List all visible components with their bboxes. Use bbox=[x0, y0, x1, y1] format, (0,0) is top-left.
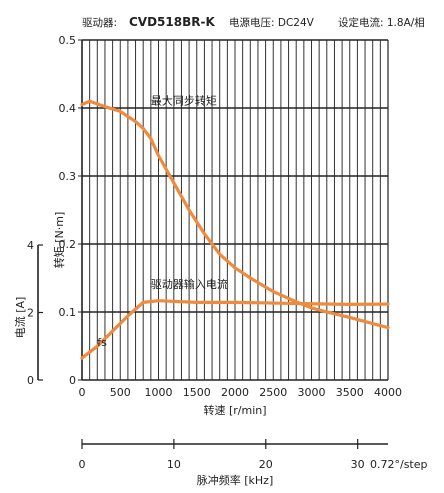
x-tick-label: 3000 bbox=[298, 386, 326, 399]
pulse-step-note: 0.72°/step bbox=[370, 458, 428, 471]
current-tick-label: 4 bbox=[27, 239, 34, 252]
y-tick-label: 0.1 bbox=[59, 306, 77, 319]
annotation-label: fs bbox=[97, 336, 107, 349]
y-axis-title: 转矩 [N·m] bbox=[52, 212, 66, 269]
x-tick-label: 2500 bbox=[259, 386, 287, 399]
current-axis-title: 电流 [A] bbox=[13, 297, 27, 339]
plot-labels: 00.10.20.30.40.50 500 1000 1500 2000 2500 3000… bbox=[13, 34, 428, 487]
pulse-axis-title: 脉冲频率 [kHz] bbox=[197, 473, 274, 487]
header-driver-label: 驱动器: bbox=[82, 17, 117, 29]
y-tick-label: 0 bbox=[69, 374, 76, 387]
plot-axes bbox=[37, 39, 389, 449]
pulse-tick-label: 0 bbox=[79, 458, 86, 471]
chart-header: 驱动器: CVD518BR-K 电源电压: DC24V 设定电流: 1.8A/相 bbox=[82, 15, 425, 29]
plot-grid bbox=[82, 39, 388, 381]
x-tick-label: 1000 bbox=[145, 386, 173, 399]
x-tick-label: 0 bbox=[79, 386, 86, 399]
plot-series bbox=[80, 99, 390, 360]
current-tick-label: 0 bbox=[27, 374, 34, 387]
y-tick-label: 0.3 bbox=[59, 170, 77, 183]
pulse-tick-label: 10 bbox=[167, 458, 181, 471]
annotation-label: 驱动器输入电流 bbox=[151, 277, 228, 291]
annotation-label: 最大同步转矩 bbox=[151, 94, 217, 108]
series-line bbox=[80, 99, 390, 330]
pulse-tick-label: 20 bbox=[259, 458, 273, 471]
x-tick-label: 1500 bbox=[183, 386, 211, 399]
y-tick-label: 0.5 bbox=[59, 34, 77, 47]
x-axis-title: 转速 [r/min] bbox=[203, 403, 266, 417]
header-driver-model: CVD518BR-K bbox=[129, 15, 215, 29]
x-tick-label: 2000 bbox=[221, 386, 249, 399]
y-tick-label: 0.2 bbox=[59, 238, 77, 251]
header-voltage: 电源电压: DC24V bbox=[229, 16, 315, 29]
y-tick-label: 0.4 bbox=[59, 102, 77, 115]
series-line bbox=[80, 299, 390, 360]
pulse-tick-label: 30 bbox=[351, 458, 365, 471]
current-tick-label: 2 bbox=[27, 307, 34, 320]
x-tick-label: 4000 bbox=[374, 386, 402, 399]
x-tick-label: 3500 bbox=[336, 386, 364, 399]
x-tick-label: 500 bbox=[110, 386, 131, 399]
header-current-setting: 设定电流: 1.8A/相 bbox=[338, 16, 425, 29]
